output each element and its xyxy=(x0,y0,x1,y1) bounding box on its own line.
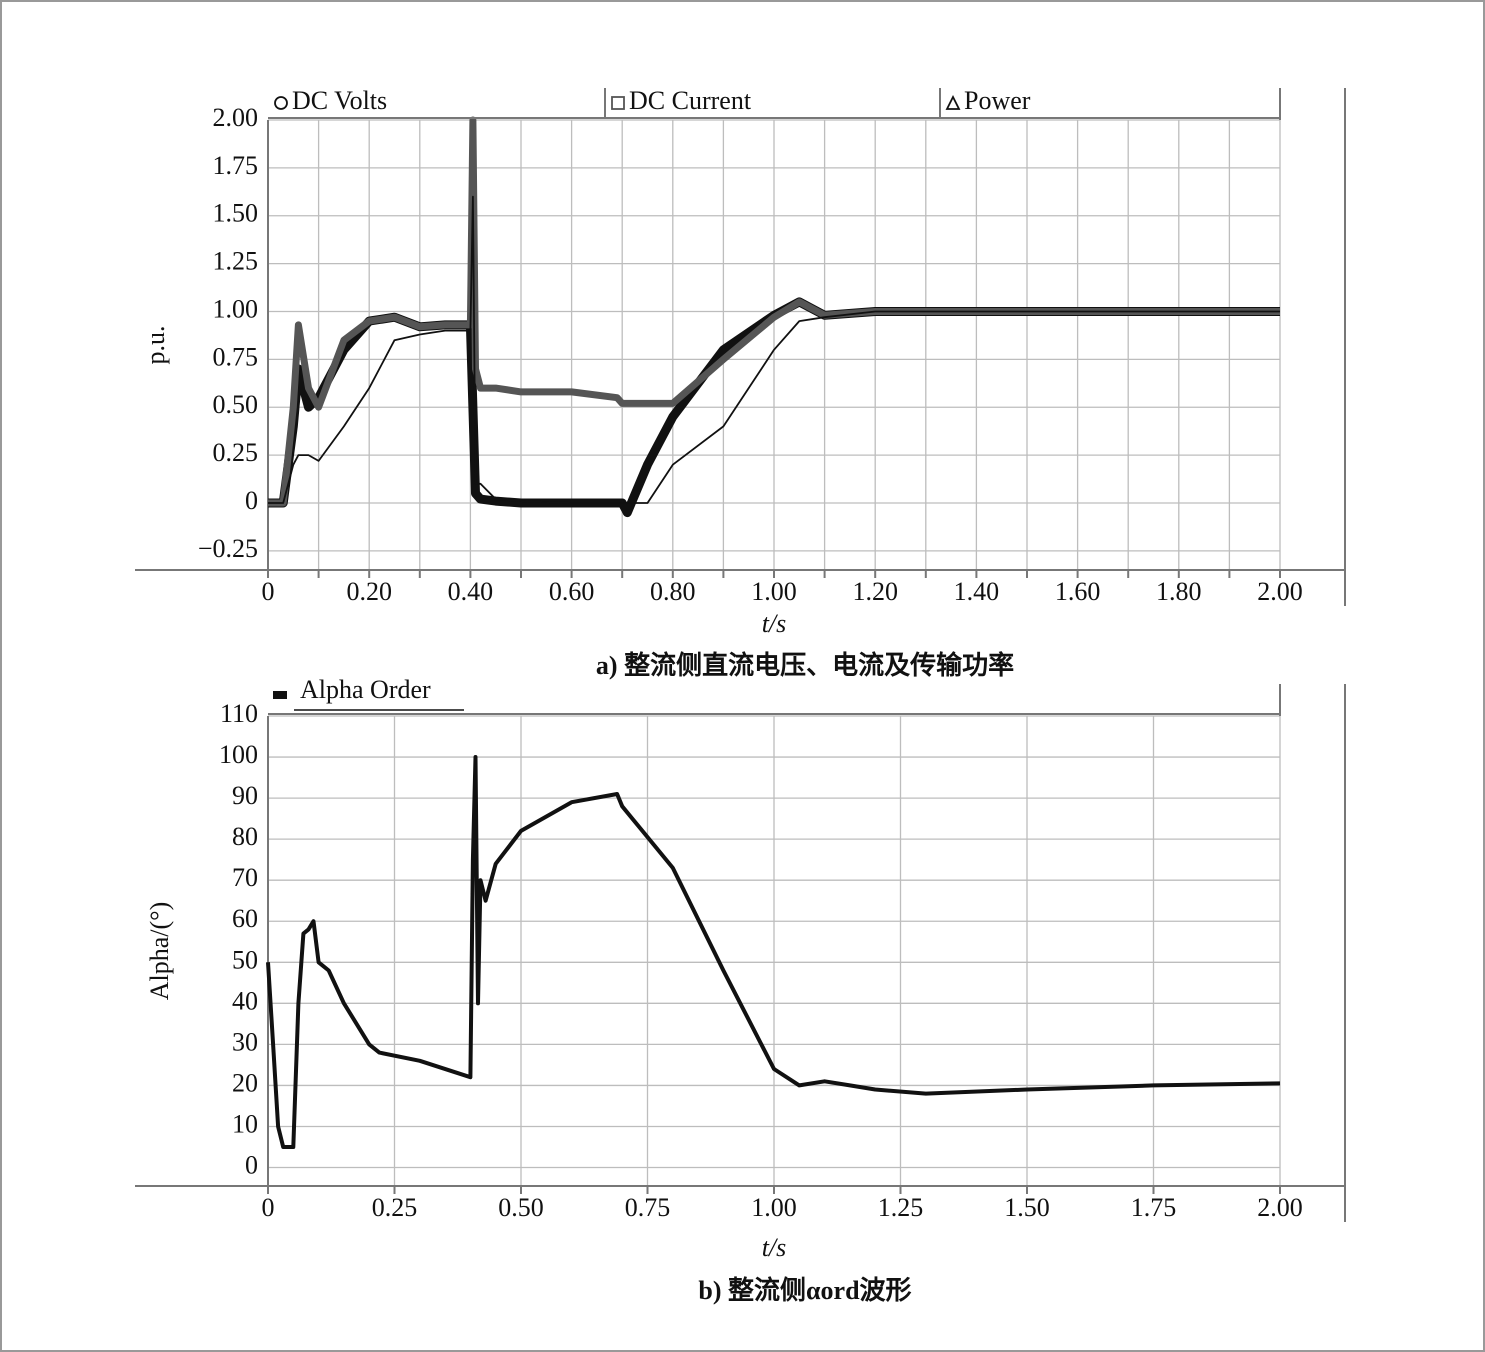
y-tick-label: 80 xyxy=(232,822,258,851)
series-line xyxy=(268,195,1280,504)
legend-marker xyxy=(945,94,961,110)
x-tick-label: 0.75 xyxy=(625,1193,671,1222)
y-tick-label: 0.75 xyxy=(213,342,259,371)
y-tick-label: 30 xyxy=(232,1027,258,1056)
y-tick-label: 0.25 xyxy=(213,438,259,467)
legend-label: DC Volts xyxy=(292,86,387,115)
caption: a) 整流侧直流电压、电流及传输功率 xyxy=(596,650,1014,680)
y-tick-label: 10 xyxy=(232,1109,258,1138)
x-axis-label: t/s xyxy=(762,1233,787,1262)
y-tick-label: 0.50 xyxy=(213,390,259,419)
y-tick-label: 90 xyxy=(232,781,258,810)
x-tick-label: 2.00 xyxy=(1257,1193,1303,1222)
x-tick-label: 0 xyxy=(262,577,275,606)
y-tick-label: 20 xyxy=(232,1068,258,1097)
legend-label: Alpha Order xyxy=(300,675,431,704)
x-tick-label: 1.60 xyxy=(1055,577,1101,606)
series-line xyxy=(266,755,1281,1149)
x-tick-label: 1.80 xyxy=(1156,577,1202,606)
x-tick-label: 0.80 xyxy=(650,577,696,606)
x-tick-label: 0 xyxy=(262,1193,275,1222)
y-tick-label: 50 xyxy=(232,945,258,974)
x-tick-label: 1.25 xyxy=(878,1193,924,1222)
legend-marker xyxy=(274,96,288,110)
x-tick-label: 1.00 xyxy=(751,1193,797,1222)
legend-label: DC Current xyxy=(629,86,752,115)
x-tick-label: 0.60 xyxy=(549,577,595,606)
y-tick-label: 0 xyxy=(245,486,258,515)
x-tick-label: 1.40 xyxy=(954,577,1000,606)
x-tick-label: 0.50 xyxy=(498,1193,544,1222)
y-axis-label: Alpha/(°) xyxy=(145,902,174,1000)
legend-marker xyxy=(273,691,287,699)
x-tick-label: 1.75 xyxy=(1131,1193,1177,1222)
y-tick-label: 100 xyxy=(219,740,258,769)
x-axis-label: t/s xyxy=(762,609,787,638)
y-tick-label: 110 xyxy=(220,699,258,728)
y-tick-label: 40 xyxy=(232,986,258,1015)
series-line xyxy=(268,116,1280,507)
y-tick-label: 2.00 xyxy=(213,103,259,132)
x-tick-label: 0.40 xyxy=(448,577,494,606)
y-tick-label: 0 xyxy=(245,1150,258,1179)
caption: b) 整流侧αord波形 xyxy=(698,1275,911,1305)
legend-marker xyxy=(611,96,625,110)
x-tick-label: 0.25 xyxy=(372,1193,418,1222)
y-tick-label: 1.00 xyxy=(213,294,259,323)
y-axis-label: p.u. xyxy=(141,326,170,365)
y-tick-label: −0.25 xyxy=(198,534,258,563)
y-tick-label: 1.50 xyxy=(213,199,259,228)
x-tick-label: 2.00 xyxy=(1257,577,1303,606)
y-tick-label: 70 xyxy=(232,863,258,892)
x-tick-label: 1.00 xyxy=(751,577,797,606)
y-tick-label: 1.75 xyxy=(213,151,259,180)
legend-label: Power xyxy=(964,86,1031,115)
y-tick-label: 60 xyxy=(232,904,258,933)
y-tick-label: 1.25 xyxy=(213,247,259,276)
x-tick-label: 1.20 xyxy=(852,577,898,606)
x-tick-label: 1.50 xyxy=(1004,1193,1050,1222)
x-tick-label: 0.20 xyxy=(346,577,392,606)
